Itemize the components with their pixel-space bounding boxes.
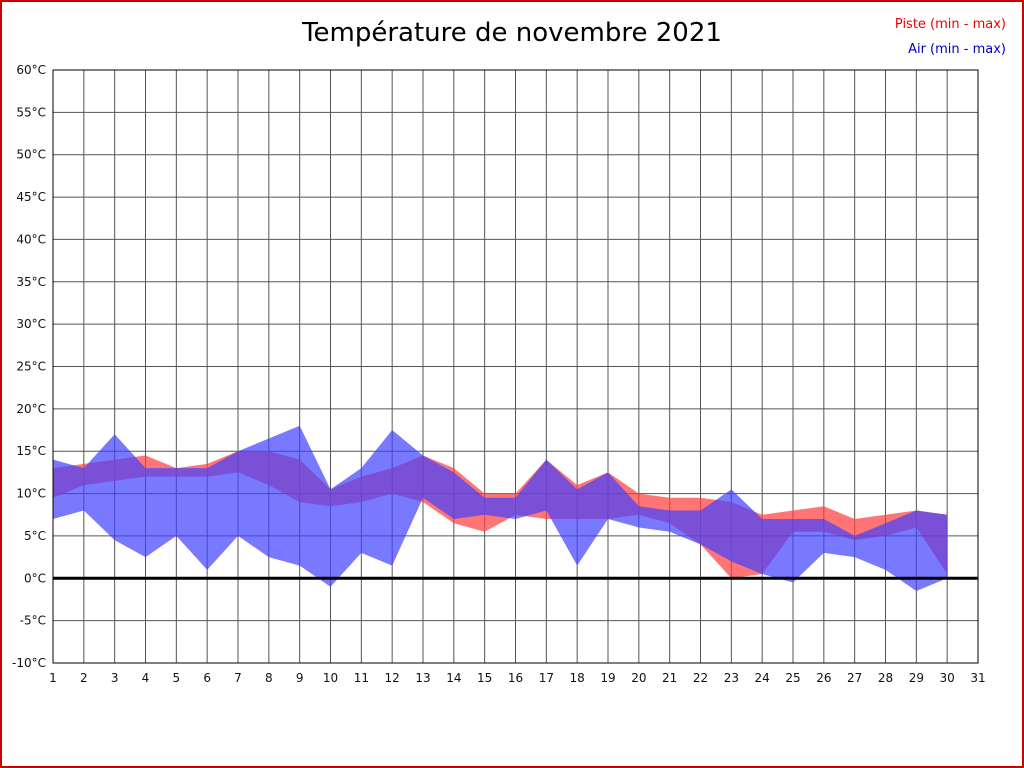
svg-text:2: 2 bbox=[80, 671, 88, 685]
svg-text:20: 20 bbox=[631, 671, 646, 685]
grid bbox=[52, 69, 979, 664]
svg-text:28: 28 bbox=[878, 671, 893, 685]
chart-title: Température de novembre 2021 bbox=[302, 18, 722, 48]
svg-text:9: 9 bbox=[296, 671, 304, 685]
svg-text:1: 1 bbox=[49, 671, 57, 685]
svg-text:16: 16 bbox=[508, 671, 523, 685]
svg-text:25°C: 25°C bbox=[16, 360, 46, 374]
svg-text:15: 15 bbox=[477, 671, 492, 685]
svg-text:26: 26 bbox=[816, 671, 831, 685]
legend: Piste (min - max) Air (min - max) bbox=[895, 12, 1006, 62]
svg-text:10: 10 bbox=[323, 671, 338, 685]
svg-text:23: 23 bbox=[724, 671, 739, 685]
svg-text:7: 7 bbox=[234, 671, 242, 685]
svg-text:22: 22 bbox=[693, 671, 708, 685]
svg-text:13: 13 bbox=[415, 671, 430, 685]
svg-text:31: 31 bbox=[970, 671, 985, 685]
svg-text:-10°C: -10°C bbox=[12, 656, 46, 670]
svg-text:4: 4 bbox=[142, 671, 150, 685]
svg-text:-5°C: -5°C bbox=[20, 614, 46, 628]
y-tick-labels: 60°C 55°C 50°C 45°C 40°C 35°C 30°C 25°C 20°C 15°C… bbox=[12, 63, 46, 670]
svg-text:25: 25 bbox=[785, 671, 800, 685]
x-tick-labels: 1 2 3 4 5 6 7 8 9 10 11 12 13 14 15 16 17 18 19 20 21 22 23 24 2… bbox=[49, 671, 985, 685]
svg-text:19: 19 bbox=[600, 671, 615, 685]
svg-text:3: 3 bbox=[111, 671, 119, 685]
plot-frame bbox=[52, 69, 979, 664]
svg-text:40°C: 40°C bbox=[16, 232, 46, 246]
svg-text:35°C: 35°C bbox=[16, 275, 46, 289]
svg-text:29: 29 bbox=[909, 671, 924, 685]
svg-text:30: 30 bbox=[940, 671, 955, 685]
svg-text:17: 17 bbox=[539, 671, 554, 685]
svg-text:6: 6 bbox=[203, 671, 211, 685]
svg-text:14: 14 bbox=[446, 671, 461, 685]
legend-air-label: Air (min - max) bbox=[908, 42, 1006, 57]
air-band bbox=[53, 425, 948, 591]
svg-text:45°C: 45°C bbox=[16, 190, 46, 204]
svg-text:27: 27 bbox=[847, 671, 862, 685]
svg-text:12: 12 bbox=[385, 671, 400, 685]
svg-text:10°C: 10°C bbox=[16, 487, 46, 501]
svg-text:21: 21 bbox=[662, 671, 677, 685]
svg-text:5: 5 bbox=[173, 671, 181, 685]
legend-piste-label: Piste (min - max) bbox=[894, 17, 1006, 32]
svg-text:30°C: 30°C bbox=[16, 317, 46, 331]
svg-text:50°C: 50°C bbox=[16, 148, 46, 162]
svg-text:20°C: 20°C bbox=[16, 402, 46, 416]
svg-text:8: 8 bbox=[265, 671, 273, 685]
svg-text:55°C: 55°C bbox=[16, 105, 46, 119]
svg-text:0°C: 0°C bbox=[24, 571, 46, 585]
svg-text:60°C: 60°C bbox=[16, 63, 46, 77]
svg-text:15°C: 15°C bbox=[16, 444, 46, 458]
svg-text:11: 11 bbox=[354, 671, 369, 685]
svg-text:5°C: 5°C bbox=[24, 529, 46, 543]
svg-text:24: 24 bbox=[755, 671, 770, 685]
svg-text:18: 18 bbox=[570, 671, 585, 685]
